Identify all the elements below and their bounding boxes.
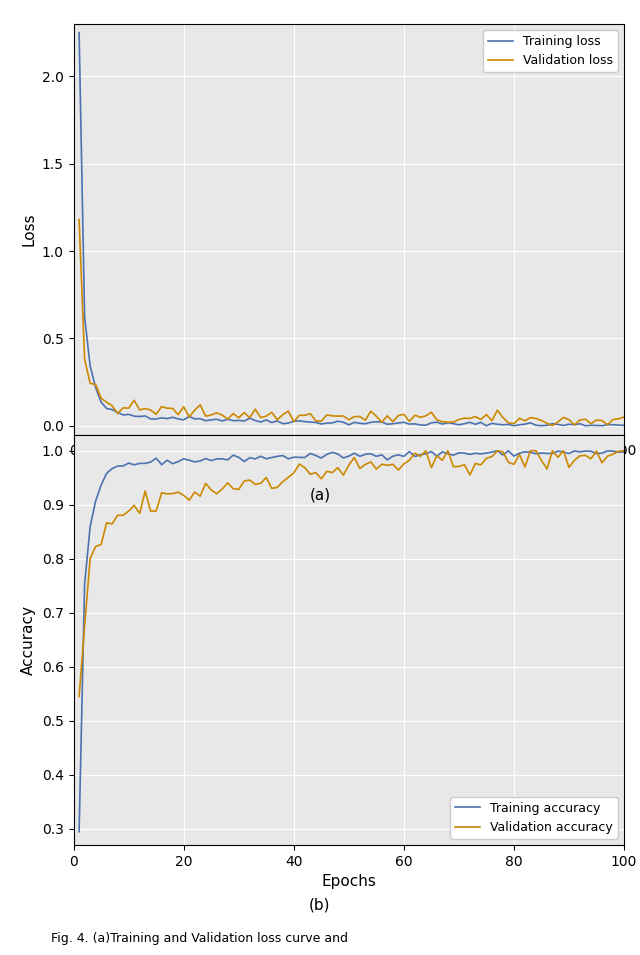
Validation loss xyxy=(582,414,589,425)
Validation accuracy xyxy=(356,463,364,475)
Training loss xyxy=(180,414,188,426)
Validation loss xyxy=(76,214,83,225)
Training accuracy xyxy=(356,451,364,462)
Text: Fig. 4. (a)Training and Validation loss curve and: Fig. 4. (a)Training and Validation loss … xyxy=(51,932,348,945)
Training accuracy xyxy=(620,446,628,457)
Validation accuracy xyxy=(202,478,209,489)
Validation loss xyxy=(548,420,556,432)
Training accuracy xyxy=(76,826,83,838)
Training loss xyxy=(202,415,209,427)
Validation accuracy xyxy=(582,450,589,461)
Text: (a): (a) xyxy=(309,487,331,502)
Training loss xyxy=(76,27,83,38)
Y-axis label: Loss: Loss xyxy=(21,212,36,246)
Validation loss xyxy=(180,401,188,413)
Text: (b): (b) xyxy=(309,898,331,913)
Validation accuracy xyxy=(422,445,429,456)
Training loss xyxy=(582,420,589,432)
Y-axis label: Accuracy: Accuracy xyxy=(21,605,36,675)
Training accuracy xyxy=(400,451,408,462)
Legend: Training loss, Validation loss: Training loss, Validation loss xyxy=(483,31,618,73)
Validation loss xyxy=(598,414,606,426)
Validation loss xyxy=(202,411,209,422)
Line: Training loss: Training loss xyxy=(79,32,624,426)
Training accuracy xyxy=(202,453,209,464)
X-axis label: Epochs: Epochs xyxy=(321,464,376,478)
Validation loss xyxy=(620,412,628,423)
Training loss xyxy=(356,417,364,429)
Training loss xyxy=(483,420,490,432)
Validation accuracy xyxy=(76,690,83,702)
X-axis label: Epochs: Epochs xyxy=(321,875,376,889)
Validation accuracy xyxy=(598,457,606,469)
Training accuracy xyxy=(598,447,606,458)
Line: Validation accuracy: Validation accuracy xyxy=(79,451,624,696)
Line: Training accuracy: Training accuracy xyxy=(79,451,624,832)
Validation accuracy xyxy=(620,445,628,456)
Legend: Training accuracy, Validation accuracy: Training accuracy, Validation accuracy xyxy=(450,796,618,838)
Validation accuracy xyxy=(400,458,408,470)
Validation loss xyxy=(356,411,364,422)
Line: Validation loss: Validation loss xyxy=(79,220,624,426)
Training accuracy xyxy=(493,445,501,456)
Validation loss xyxy=(400,409,408,420)
Training loss xyxy=(598,420,606,432)
Training accuracy xyxy=(582,445,589,456)
Training accuracy xyxy=(180,453,188,464)
Validation accuracy xyxy=(180,490,188,501)
Training loss xyxy=(400,416,408,428)
Training loss xyxy=(620,419,628,431)
